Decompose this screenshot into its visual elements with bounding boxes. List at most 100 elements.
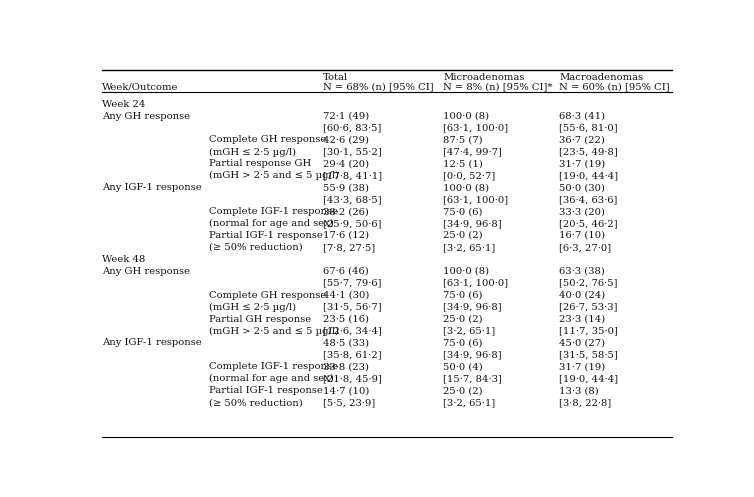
Text: Any GH response: Any GH response [102, 112, 190, 121]
Text: 36·7 (22): 36·7 (22) [559, 136, 605, 145]
Text: [25·9, 50·6]: [25·9, 50·6] [323, 219, 382, 228]
Text: 55·9 (38): 55·9 (38) [323, 183, 369, 192]
Text: [63·1, 100·0]: [63·1, 100·0] [443, 124, 508, 133]
Text: [15·7, 84·3]: [15·7, 84·3] [443, 374, 502, 383]
Text: N = 60% (n) [95% CI]: N = 60% (n) [95% CI] [559, 83, 670, 92]
Text: 75·0 (6): 75·0 (6) [443, 291, 483, 300]
Text: [20·5, 46·2]: [20·5, 46·2] [559, 219, 618, 228]
Text: 44·1 (30): 44·1 (30) [323, 291, 369, 300]
Text: [3·8, 22·8]: [3·8, 22·8] [559, 398, 611, 407]
Text: 100·0 (8): 100·0 (8) [443, 112, 489, 121]
Text: 87·5 (7): 87·5 (7) [443, 136, 483, 145]
Text: 31·7 (19): 31·7 (19) [559, 362, 605, 371]
Text: [34·9, 96·8]: [34·9, 96·8] [443, 219, 501, 228]
Text: (mGH ≤ 2·5 µg/l): (mGH ≤ 2·5 µg/l) [209, 303, 296, 312]
Text: 23·5 (16): 23·5 (16) [323, 315, 369, 324]
Text: 25·0 (2): 25·0 (2) [443, 386, 483, 395]
Text: 72·1 (49): 72·1 (49) [323, 112, 369, 121]
Text: 50·0 (4): 50·0 (4) [443, 362, 483, 371]
Text: [35·8, 61·2]: [35·8, 61·2] [323, 350, 382, 359]
Text: [55·6, 81·0]: [55·6, 81·0] [559, 124, 618, 133]
Text: [63·1, 100·0]: [63·1, 100·0] [443, 195, 508, 204]
Text: [0·0, 52·7]: [0·0, 52·7] [443, 171, 495, 180]
Text: [60·6, 83·5]: [60·6, 83·5] [323, 124, 382, 133]
Text: 13·3 (8): 13·3 (8) [559, 386, 599, 395]
Text: [36·4, 63·6]: [36·4, 63·6] [559, 195, 618, 204]
Text: [23·5, 49·8]: [23·5, 49·8] [559, 148, 618, 157]
Text: Partial GH response: Partial GH response [209, 315, 311, 324]
Text: 67·6 (46): 67·6 (46) [323, 267, 369, 276]
Text: (normal for age and sex): (normal for age and sex) [209, 374, 334, 383]
Text: 31·7 (19): 31·7 (19) [559, 160, 605, 168]
Text: 75·0 (6): 75·0 (6) [443, 338, 483, 347]
Text: 48·5 (33): 48·5 (33) [323, 338, 369, 347]
Text: N = 68% (n) [95% CI]: N = 68% (n) [95% CI] [323, 83, 434, 92]
Text: (≥ 50% reduction): (≥ 50% reduction) [209, 398, 302, 407]
Text: 33·8 (23): 33·8 (23) [323, 362, 369, 371]
Text: Complete GH response: Complete GH response [209, 291, 326, 300]
Text: Any GH response: Any GH response [102, 267, 190, 276]
Text: [43·3, 68·5]: [43·3, 68·5] [323, 195, 382, 204]
Text: [34·9, 96·8]: [34·9, 96·8] [443, 303, 501, 312]
Text: Macroadenomas: Macroadenomas [559, 74, 643, 83]
Text: [31·5, 56·7]: [31·5, 56·7] [323, 303, 382, 312]
Text: [3·2, 65·1]: [3·2, 65·1] [443, 243, 495, 252]
Text: Microadenomas: Microadenomas [443, 74, 524, 83]
Text: [63·1, 100·0]: [63·1, 100·0] [443, 279, 508, 288]
Text: Any IGF-1 response: Any IGF-1 response [102, 183, 202, 192]
Text: 42·6 (29): 42·6 (29) [323, 136, 369, 145]
Text: 100·0 (8): 100·0 (8) [443, 267, 489, 276]
Text: [3·2, 65·1]: [3·2, 65·1] [443, 327, 495, 335]
Text: [3·2, 65·1]: [3·2, 65·1] [443, 398, 495, 407]
Text: 12·5 (1): 12·5 (1) [443, 160, 483, 168]
Text: Complete GH response: Complete GH response [209, 136, 326, 145]
Text: 17·6 (12): 17·6 (12) [323, 231, 369, 240]
Text: [21·8, 45·9]: [21·8, 45·9] [323, 374, 382, 383]
Text: N = 8% (n) [95% CI]*: N = 8% (n) [95% CI]* [443, 83, 553, 92]
Text: Partial response GH: Partial response GH [209, 160, 311, 168]
Text: [50·2, 76·5]: [50·2, 76·5] [559, 279, 618, 288]
Text: [11·7, 35·0]: [11·7, 35·0] [559, 327, 618, 335]
Text: (mGH ≤ 2·5 µg/l): (mGH ≤ 2·5 µg/l) [209, 148, 296, 157]
Text: [26·7, 53·3]: [26·7, 53·3] [559, 303, 618, 312]
Text: [34·9, 96·8]: [34·9, 96·8] [443, 350, 501, 359]
Text: 68·3 (41): 68·3 (41) [559, 112, 605, 121]
Text: [47·4, 99·7]: [47·4, 99·7] [443, 148, 502, 157]
Text: Partial IGF-1 response: Partial IGF-1 response [209, 231, 323, 240]
Text: 50·0 (30): 50·0 (30) [559, 183, 605, 192]
Text: [12·6, 34·4]: [12·6, 34·4] [323, 327, 382, 335]
Text: 38·2 (26): 38·2 (26) [323, 207, 369, 216]
Text: Complete IGF-1 response: Complete IGF-1 response [209, 362, 338, 371]
Text: 33·3 (20): 33·3 (20) [559, 207, 605, 216]
Text: 23·3 (14): 23·3 (14) [559, 315, 605, 324]
Text: Week 48: Week 48 [102, 255, 146, 264]
Text: 45·0 (27): 45·0 (27) [559, 338, 605, 347]
Text: Any IGF-1 response: Any IGF-1 response [102, 338, 202, 347]
Text: [31·5, 58·5]: [31·5, 58·5] [559, 350, 618, 359]
Text: [30·1, 55·2]: [30·1, 55·2] [323, 148, 382, 157]
Text: 14·7 (10): 14·7 (10) [323, 386, 369, 395]
Text: (normal for age and sex): (normal for age and sex) [209, 219, 334, 228]
Text: [19·0, 44·4]: [19·0, 44·4] [559, 171, 618, 180]
Text: Week 24: Week 24 [102, 100, 146, 109]
Text: Complete IGF-1 response: Complete IGF-1 response [209, 207, 338, 216]
Text: [7·8, 27·5]: [7·8, 27·5] [323, 243, 375, 252]
Text: 25·0 (2): 25·0 (2) [443, 231, 483, 240]
Text: [5·5, 23·9]: [5·5, 23·9] [323, 398, 375, 407]
Text: 63·3 (38): 63·3 (38) [559, 267, 605, 276]
Text: [17·8, 41·1]: [17·8, 41·1] [323, 171, 382, 180]
Text: Total: Total [323, 74, 348, 83]
Text: Partial IGF-1 response: Partial IGF-1 response [209, 386, 323, 395]
Text: [55·7, 79·6]: [55·7, 79·6] [323, 279, 382, 288]
Text: (mGH > 2·5 and ≤ 5 µg/l): (mGH > 2·5 and ≤ 5 µg/l) [209, 171, 339, 180]
Text: (≥ 50% reduction): (≥ 50% reduction) [209, 243, 302, 252]
Text: 100·0 (8): 100·0 (8) [443, 183, 489, 192]
Text: [6·3, 27·0]: [6·3, 27·0] [559, 243, 611, 252]
Text: 25·0 (2): 25·0 (2) [443, 315, 483, 324]
Text: (mGH > 2·5 and ≤ 5 µg/l): (mGH > 2·5 and ≤ 5 µg/l) [209, 327, 339, 335]
Text: 16·7 (10): 16·7 (10) [559, 231, 605, 240]
Text: 40·0 (24): 40·0 (24) [559, 291, 605, 300]
Text: [19·0, 44·4]: [19·0, 44·4] [559, 374, 618, 383]
Text: 29·4 (20): 29·4 (20) [323, 160, 369, 168]
Text: 75·0 (6): 75·0 (6) [443, 207, 483, 216]
